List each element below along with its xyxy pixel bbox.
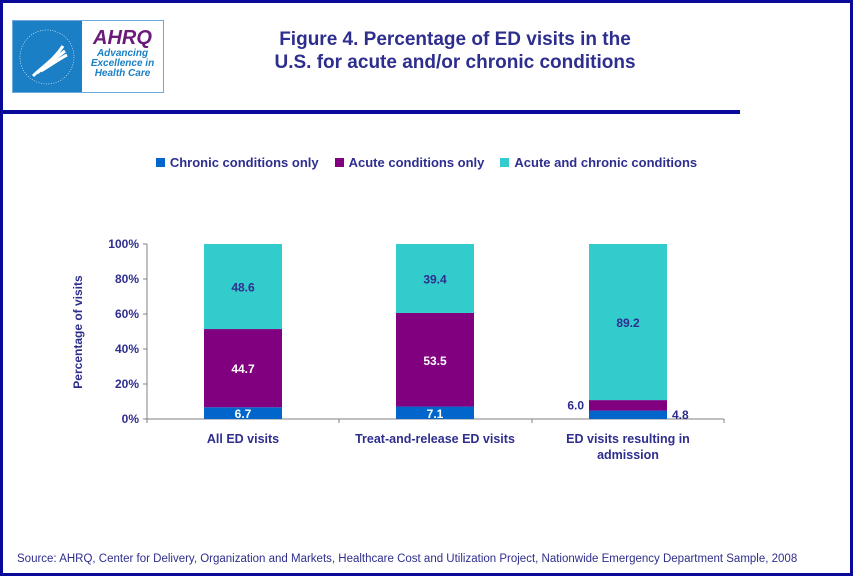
legend-label: Acute conditions only bbox=[348, 155, 485, 170]
bar-segment bbox=[589, 400, 667, 411]
bar-segment bbox=[589, 244, 667, 401]
x-tick-label: admission bbox=[597, 448, 659, 462]
bar-segment bbox=[396, 244, 474, 313]
y-tick-label: 0% bbox=[122, 412, 140, 426]
ahrq-wordmark: AHRQ bbox=[93, 27, 152, 49]
legend-swatch bbox=[500, 158, 510, 167]
tagline-line: Advancing bbox=[96, 48, 149, 59]
bar-segment bbox=[396, 312, 474, 407]
title-line-2: U.S. for acute and/or chronic conditions bbox=[274, 52, 636, 73]
bar-segment bbox=[204, 407, 282, 419]
header-divider bbox=[0, 110, 740, 114]
legend-item-both: Acute and chronic conditions bbox=[500, 155, 697, 170]
y-tick-label: 100% bbox=[108, 237, 139, 251]
hhs-seal-icon bbox=[13, 21, 82, 92]
data-label: 39.4 bbox=[423, 272, 447, 286]
data-label: 4.8 bbox=[672, 408, 689, 422]
ahrq-logo: AHRQ Advancing Excellence in Health Care bbox=[12, 20, 164, 93]
y-tick-label: 60% bbox=[115, 307, 139, 321]
legend-swatch bbox=[334, 158, 344, 167]
chart-title: Figure 4. Percentage of ED visits in the… bbox=[230, 28, 680, 74]
data-label: 7.1 bbox=[427, 407, 444, 421]
y-tick-label: 20% bbox=[115, 377, 139, 391]
tagline-line: Excellence in bbox=[90, 58, 155, 69]
y-axis-label: Percentage of visits bbox=[71, 275, 85, 389]
source-note: Source: AHRQ, Center for Delivery, Organ… bbox=[17, 553, 798, 565]
bar-segment bbox=[204, 244, 282, 330]
legend-item-acute: Acute conditions only bbox=[334, 155, 485, 170]
bar-segment bbox=[589, 410, 667, 419]
data-label: 6.0 bbox=[567, 398, 584, 412]
y-tick-label: 40% bbox=[115, 342, 139, 356]
legend: Chronic conditions only Acute conditions… bbox=[0, 155, 853, 170]
x-tick-label: ED visits resulting in bbox=[566, 432, 690, 446]
bar-segment bbox=[204, 329, 282, 408]
bar-segment bbox=[396, 406, 474, 419]
title-line-1: Figure 4. Percentage of ED visits in the bbox=[279, 29, 631, 50]
data-label: 6.7 bbox=[235, 407, 252, 421]
data-label: 48.6 bbox=[231, 281, 255, 295]
x-tick-label: Treat-and-release ED visits bbox=[355, 432, 515, 446]
legend-swatch bbox=[155, 158, 165, 167]
y-tick-label: 80% bbox=[115, 272, 139, 286]
legend-label: Chronic conditions only bbox=[169, 155, 319, 170]
data-label: 89.2 bbox=[616, 316, 640, 330]
legend-label: Acute and chronic conditions bbox=[514, 155, 698, 170]
tagline-line: Health Care bbox=[94, 68, 151, 79]
data-label: 44.7 bbox=[231, 362, 255, 376]
legend-item-chronic: Chronic conditions only bbox=[155, 155, 319, 170]
data-label: 53.5 bbox=[423, 354, 447, 368]
x-tick-label: All ED visits bbox=[207, 432, 279, 446]
